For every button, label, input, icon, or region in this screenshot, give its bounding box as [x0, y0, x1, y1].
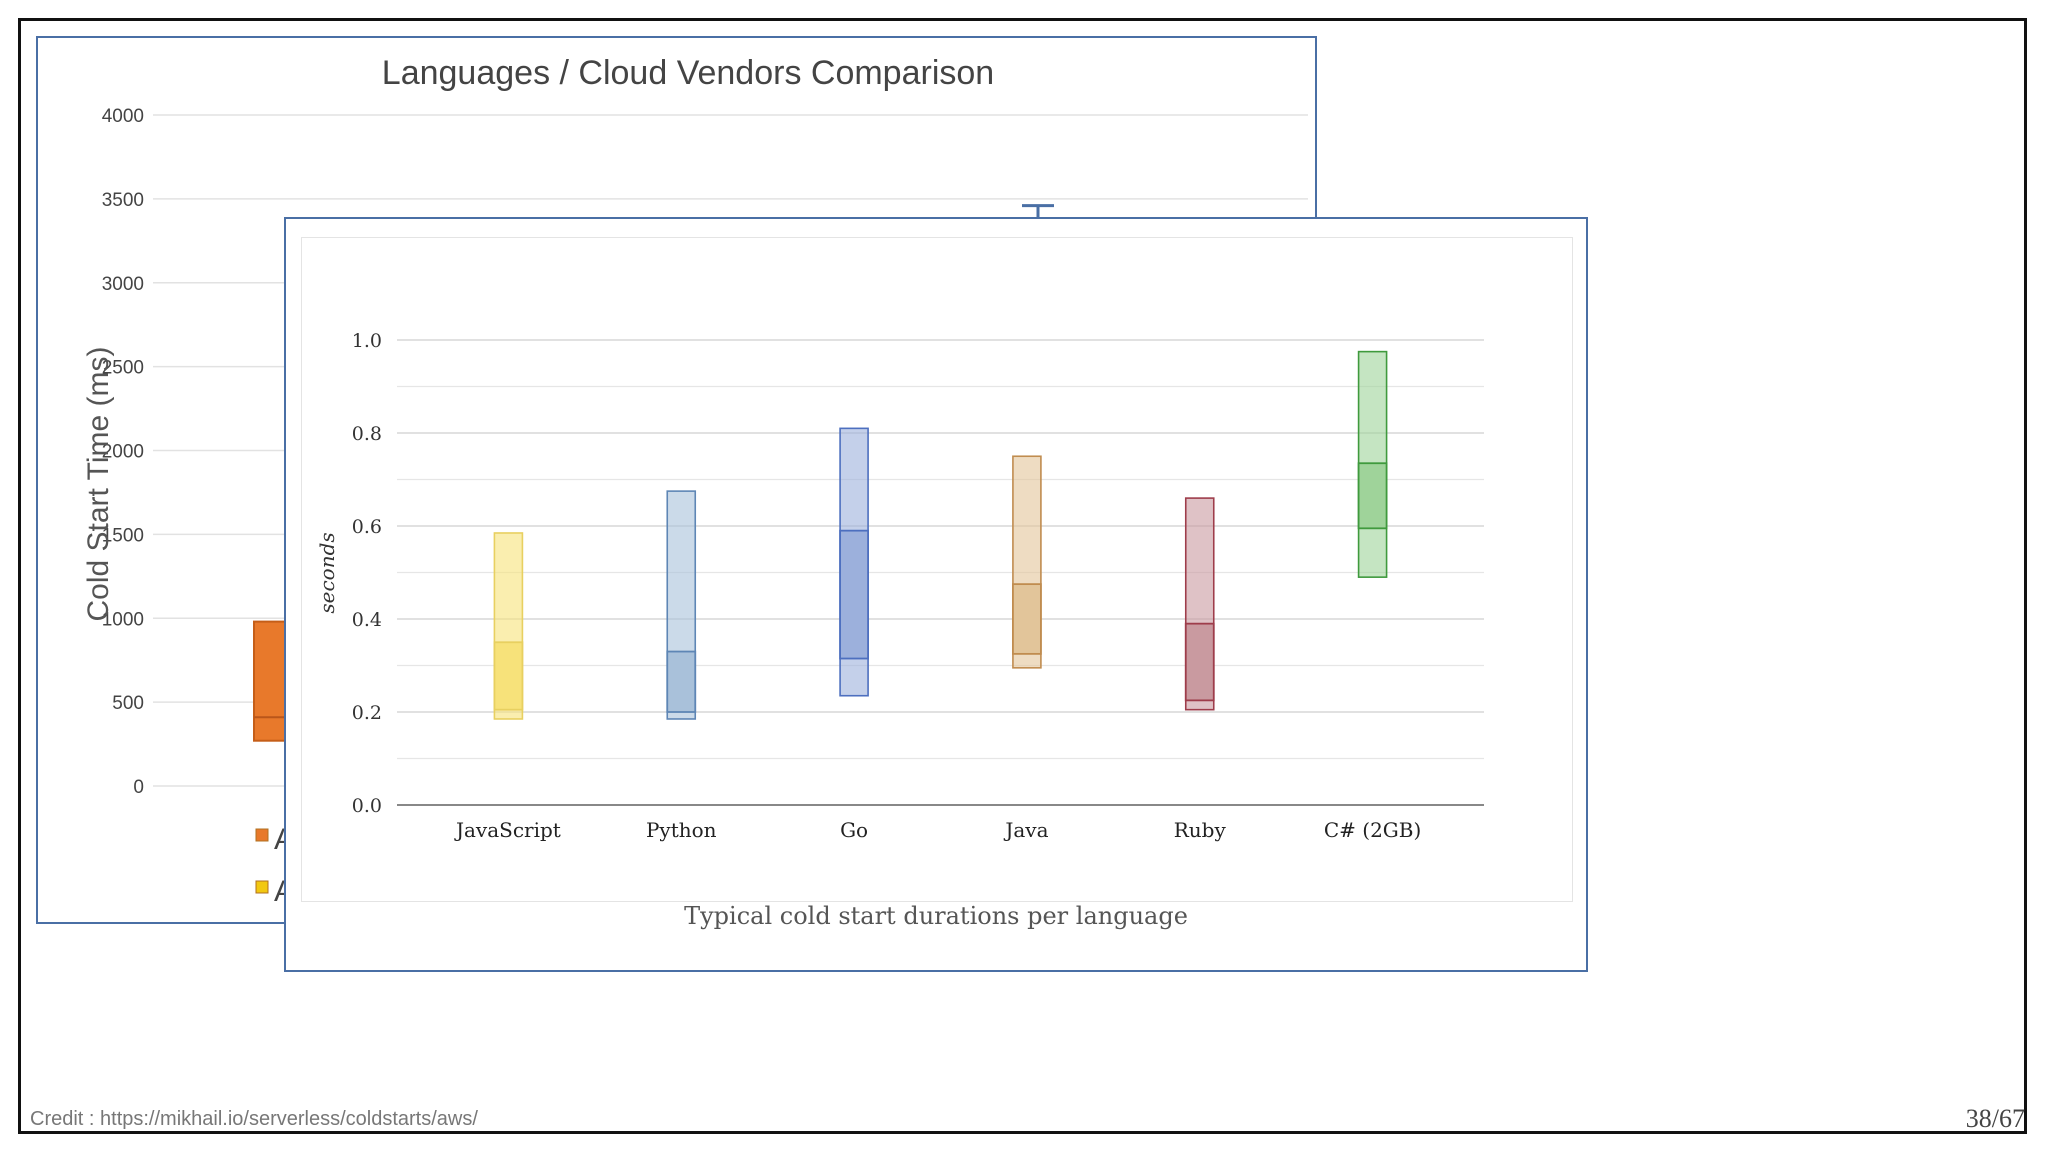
front-category-label: Go — [840, 818, 868, 842]
front-box-core — [666, 650, 697, 713]
front-chart-svg: 0.0 0.2 0.4 0.6 0.8 1.0 seconds JavaScript Pyt… — [315, 330, 1484, 842]
front-y-tick-label: 0.4 — [352, 609, 382, 631]
back-y-tick-label: 1500 — [102, 525, 144, 546]
back-legend-marker — [255, 880, 269, 894]
front-category-label: Ruby — [1174, 818, 1227, 842]
front-box-core — [1357, 462, 1388, 530]
back-y-tick-label: 3000 — [102, 274, 144, 295]
front-category-label: Java — [1003, 818, 1048, 842]
front-chart-panel: 0.0 0.2 0.4 0.6 0.8 1.0 seconds JavaScript Pyt… — [301, 237, 1573, 902]
front-category-label: JavaScript — [454, 818, 561, 842]
credit-text[interactable]: Credit : https://mikhail.io/serverless/c… — [30, 1108, 478, 1130]
front-boxes — [493, 350, 1388, 720]
front-category-labels: JavaScript Python Go Java Ruby C# (2GB) — [454, 818, 1421, 842]
front-box-core — [1184, 622, 1215, 702]
front-y-tick-label: 0.8 — [352, 423, 382, 445]
front-box-core — [1012, 583, 1042, 655]
back-y-tick-label: 1000 — [102, 609, 144, 630]
front-y-tick-label: 0.0 — [352, 795, 382, 817]
front-category-label: C# (2GB) — [1324, 818, 1421, 842]
chart-caption: Typical cold start durations per languag… — [684, 902, 1188, 930]
front-y-tick-label: 0.2 — [352, 702, 382, 724]
back-y-tick-label: 2500 — [102, 358, 144, 379]
page-number: 38/67 — [1965, 1104, 2025, 1133]
front-y-tick-label: 0.6 — [352, 516, 382, 538]
back-y-axis-label: Cold Start Time (ms) — [82, 346, 115, 621]
front-y-axis-label: seconds — [315, 532, 339, 613]
back-y-ticks: 0 500 1000 1500 2000 2500 3000 3500 4000 — [102, 106, 144, 798]
front-y-tick-label: 1.0 — [352, 330, 382, 352]
front-category-label: Python — [646, 818, 717, 842]
back-y-tick-label: 4000 — [102, 106, 144, 127]
back-y-tick-label: 3500 — [102, 190, 144, 211]
front-box-core — [493, 641, 524, 711]
back-y-tick-label: 0 — [133, 777, 144, 798]
front-gridlines — [397, 339, 1484, 806]
back-legend-marker — [255, 828, 269, 842]
back-y-tick-label: 500 — [112, 693, 144, 714]
back-y-tick-label: 2000 — [102, 442, 144, 463]
back-chart-title: Languages / Cloud Vendors Comparison — [382, 54, 994, 92]
front-chart-card: 0.0 0.2 0.4 0.6 0.8 1.0 seconds JavaScript Pyt… — [284, 217, 1588, 972]
front-box-core — [839, 529, 869, 660]
front-y-ticks: 0.0 0.2 0.4 0.6 0.8 1.0 — [352, 330, 382, 817]
